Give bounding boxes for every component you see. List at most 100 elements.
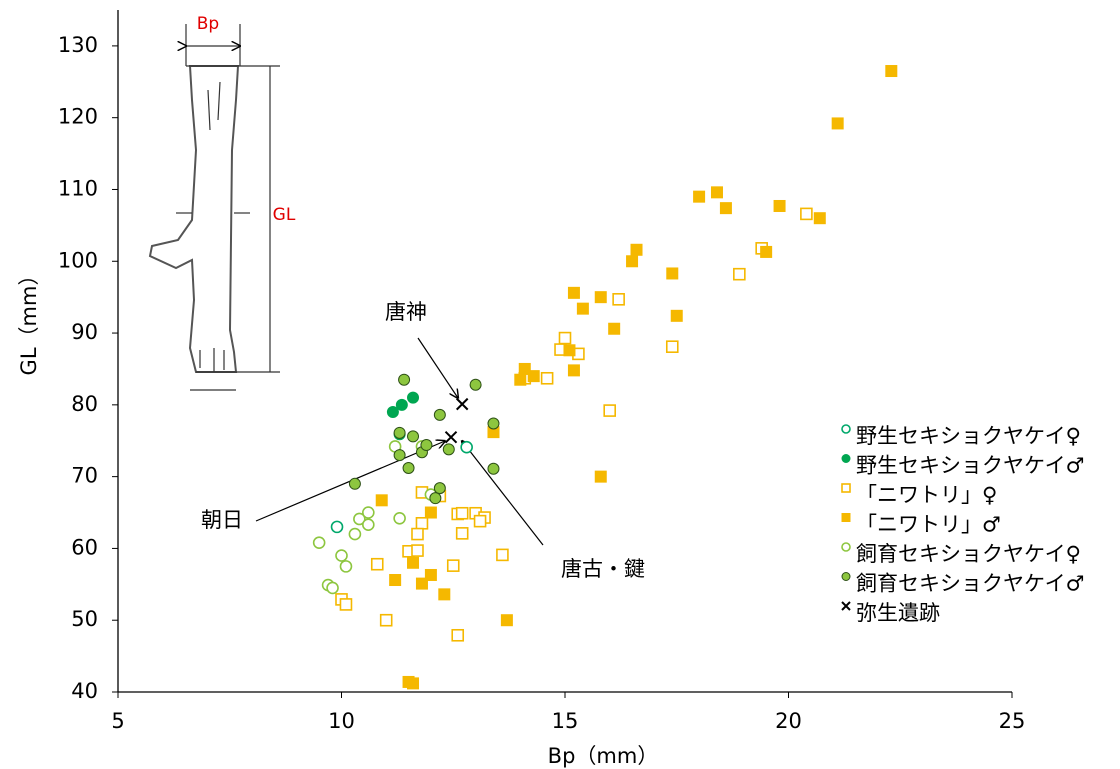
inset-label: Bp [197,14,219,34]
point [568,287,579,298]
point [390,575,401,586]
x-tick-label: 5 [111,709,124,733]
point [381,615,392,626]
point [542,373,553,384]
point [394,450,405,461]
point [497,549,508,560]
legend-label: 「ニワトリ」♂ [856,513,1001,537]
y-tick-label: 70 [71,464,98,488]
point [761,246,772,257]
point [349,478,360,489]
point [408,557,419,568]
point [595,292,606,303]
legend-label: 野生セキショクヤケイ♂ [856,454,1084,478]
point [734,269,745,280]
x-axis-label: Bp（mm） [548,744,659,768]
point [408,431,419,442]
point [332,521,343,532]
annotation: 唐神 [385,300,427,324]
point [564,345,575,356]
point [452,630,463,641]
point [394,513,405,524]
y-tick-label: 110 [58,176,98,200]
point [372,559,383,570]
point [488,418,499,429]
point [627,256,638,267]
legend-label: 野生セキショクヤケイ♀ [856,424,1081,448]
legend-label: 「ニワトリ」♀ [856,483,997,507]
y-tick-label: 80 [71,392,98,416]
legend-marker [842,543,850,551]
point [667,268,678,279]
point [515,374,526,385]
point [363,507,374,518]
legend-marker [842,514,850,522]
legend-marker [842,484,850,492]
point [448,560,459,571]
point [631,244,642,255]
point [457,399,468,410]
point [667,341,678,352]
point [439,589,450,600]
point [832,118,843,129]
point [434,483,445,494]
y-tick-label: 60 [71,535,98,559]
point [604,405,615,416]
point [801,208,812,219]
point [613,294,624,305]
y-tick-label: 120 [58,105,98,129]
point [461,442,472,453]
point [711,187,722,198]
point [443,444,454,455]
point [336,550,347,561]
legend-marker [842,455,850,463]
point [886,66,897,77]
bone-inset: Bp GL [150,14,296,390]
point [457,528,468,539]
legend-marker [842,602,850,610]
y-tick-label: 90 [71,320,98,344]
legend-marker [842,573,850,581]
point [457,508,468,519]
annotation: 朝日 [201,508,243,532]
inset-label: GL [273,205,296,225]
point [340,599,351,610]
point [560,333,571,344]
legend-label: 飼育セキショクヤケイ♂ [856,572,1084,596]
point [412,545,423,556]
point [399,374,410,385]
point [394,427,405,438]
point [314,537,325,548]
point [720,203,731,214]
point [528,371,539,382]
point [434,409,445,420]
point [376,495,387,506]
point [446,432,457,443]
point [568,365,579,376]
point [403,463,414,474]
y-tick-label: 40 [71,679,98,703]
legend-marker [842,425,850,433]
x-tick-label: 10 [328,709,355,733]
annotation-arrow [462,441,543,545]
point [396,399,407,410]
point [774,200,785,211]
point [425,569,436,580]
point [595,471,606,482]
point [609,323,620,334]
chart: Bp GL 唐神 朝日 唐古・鍵 Bp（mm） GL（mm） 405060708… [0,0,1120,769]
point [814,213,825,224]
annotation-arrow [418,338,458,398]
point [340,561,351,572]
y-tick-label: 100 [58,248,98,272]
point [470,379,481,390]
x-tick-label: 20 [775,709,802,733]
y-tick-label: 50 [71,607,98,631]
point [349,529,360,540]
y-tick-label: 130 [58,33,98,57]
legend-label: 弥生遺跡 [856,601,940,625]
point [363,519,374,530]
point [412,529,423,540]
point [425,507,436,518]
point [475,516,486,527]
